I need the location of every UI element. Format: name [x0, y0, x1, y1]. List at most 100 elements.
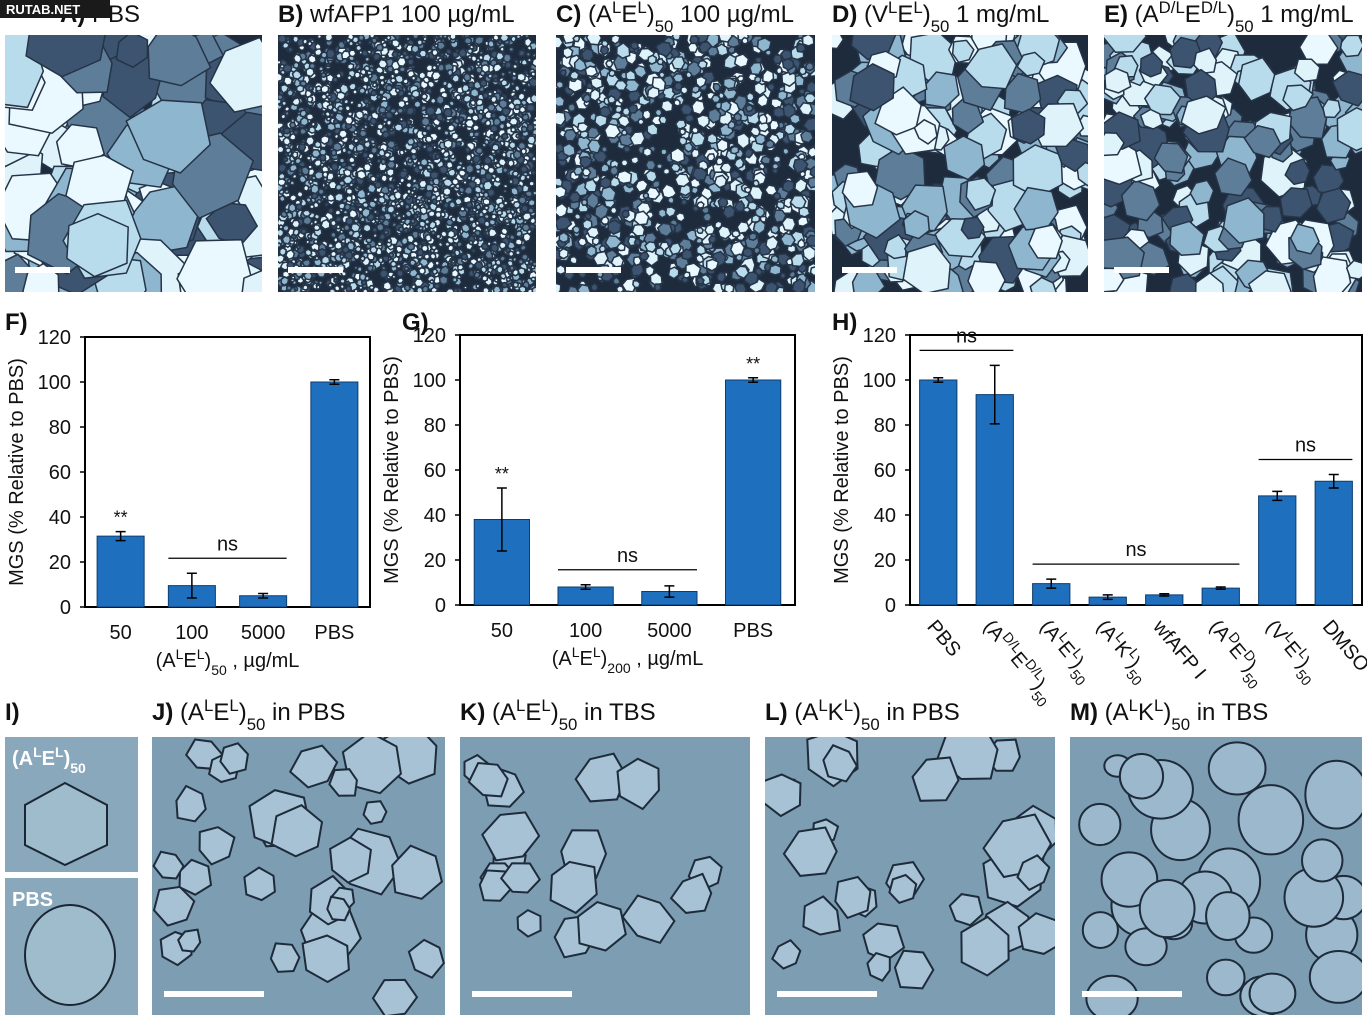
- crystal: [391, 177, 397, 184]
- crystal: [730, 145, 740, 155]
- crystal: [1222, 197, 1265, 244]
- crystal: [804, 61, 815, 72]
- crystal: [361, 49, 369, 57]
- panel-letter: F): [5, 309, 28, 336]
- crystal: [443, 129, 450, 137]
- crystal: [430, 244, 438, 251]
- crystal: [413, 99, 422, 109]
- crystal: [349, 100, 355, 106]
- crystal: [315, 85, 323, 92]
- crystal: [424, 105, 436, 117]
- crystal: [292, 129, 300, 136]
- crystal: [492, 285, 502, 292]
- significance-label: ns: [1295, 435, 1316, 457]
- crystal: [622, 145, 631, 154]
- crystal: [670, 147, 686, 164]
- crystal: [1104, 132, 1125, 157]
- text-part: L: [176, 646, 184, 662]
- crystal: [345, 187, 354, 196]
- crystal: [278, 253, 286, 265]
- crystal: [586, 191, 600, 210]
- crystal: [489, 275, 494, 281]
- bar: [1258, 495, 1297, 606]
- crystal: [393, 190, 403, 201]
- crystal: [391, 221, 398, 228]
- crystal: [556, 282, 562, 292]
- crystal: [417, 225, 425, 231]
- crystal: [496, 265, 504, 275]
- crystal: [1312, 164, 1345, 196]
- crystal: [424, 189, 433, 199]
- crystal: [464, 118, 476, 128]
- crystal: [504, 60, 513, 70]
- crystal: [625, 69, 637, 83]
- crystal: [653, 283, 662, 292]
- crystal: [386, 204, 396, 215]
- crystal: [1139, 108, 1164, 130]
- crystal: [426, 80, 436, 89]
- x-tick-label: 50: [491, 620, 513, 642]
- crystal: [631, 223, 646, 237]
- crystal: [323, 184, 329, 191]
- text-part: (A: [588, 1, 612, 28]
- crystal: [305, 239, 311, 245]
- panel-caption: (VLEL)50 1 mg/mL: [864, 0, 1049, 36]
- crystal: [415, 198, 421, 205]
- text-part: E: [897, 1, 913, 28]
- crystal: [308, 178, 314, 185]
- crystal: [759, 155, 772, 165]
- x-tick-label: wfAFP I: [1148, 615, 1210, 683]
- crystal: [474, 220, 480, 227]
- crystal: [513, 59, 520, 65]
- crystal: [586, 226, 601, 239]
- micrograph: [152, 737, 445, 1015]
- crystal: [477, 236, 484, 242]
- crystal: [334, 87, 342, 94]
- text-part: E: [213, 699, 229, 726]
- crystal: [347, 82, 357, 91]
- crystal: [492, 77, 499, 83]
- crystal: [866, 951, 891, 982]
- crystal: [520, 125, 528, 133]
- crystal: [362, 287, 369, 292]
- crystal: [394, 210, 401, 217]
- crystal: [445, 48, 453, 56]
- crystal: [530, 155, 536, 163]
- crystal: [637, 118, 645, 126]
- crystal: [152, 885, 196, 927]
- crystal: [771, 162, 780, 170]
- crystal: [762, 68, 775, 84]
- crystal: [671, 35, 682, 41]
- crystal: [517, 196, 528, 205]
- crystal: [530, 170, 536, 176]
- crystal: [798, 88, 806, 96]
- crystal: [509, 81, 516, 87]
- crystal: [420, 244, 429, 253]
- crystal: [417, 266, 426, 276]
- crystal: [1312, 256, 1352, 292]
- crystal: [494, 258, 502, 267]
- crystal: [1331, 70, 1362, 107]
- crystal: [803, 92, 815, 104]
- crystal: [1016, 51, 1046, 77]
- crystal: [432, 177, 441, 186]
- crystal: [457, 160, 464, 167]
- crystal: [367, 158, 372, 164]
- crystal: [378, 74, 386, 81]
- crystal: [647, 54, 657, 65]
- crystal: [514, 237, 523, 246]
- crystal: [642, 146, 653, 158]
- crystal: [359, 255, 366, 262]
- crystal: [344, 216, 354, 226]
- y-axis-label: MGS (% Relative to PBS): [381, 356, 403, 584]
- crystal: [288, 193, 298, 203]
- crystal: [470, 248, 477, 254]
- crystal: [393, 122, 404, 133]
- crystal: [337, 105, 345, 112]
- crystal: [521, 212, 533, 221]
- crystal: [420, 116, 431, 128]
- text-part: ): [1227, 1, 1235, 28]
- crystal: [287, 46, 294, 54]
- y-axis-label: MGS (% Relative to PBS): [831, 356, 853, 584]
- crystal: [742, 247, 754, 258]
